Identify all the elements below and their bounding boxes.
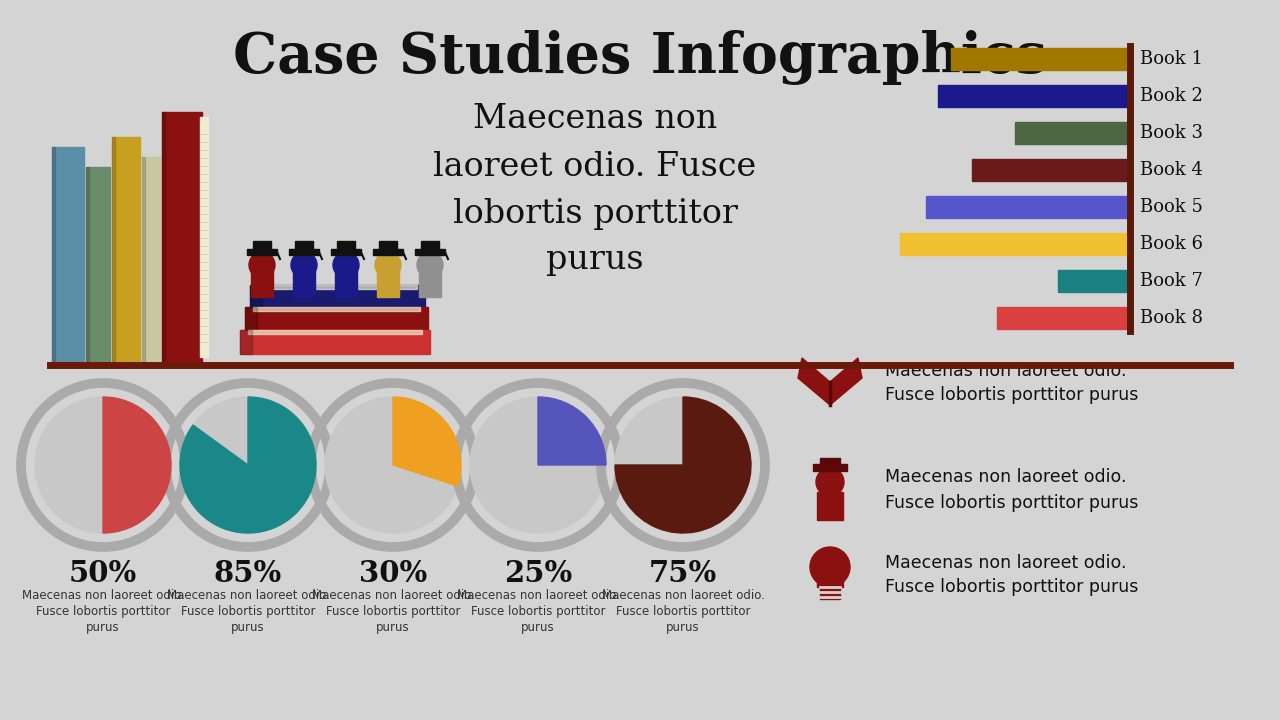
Bar: [1015, 122, 1130, 144]
Wedge shape: [180, 397, 316, 533]
Bar: [241, 330, 430, 354]
Bar: [332, 249, 361, 255]
Bar: [900, 233, 1130, 255]
Circle shape: [325, 397, 461, 533]
Bar: [820, 458, 840, 464]
Text: Maecenas non
laoreet odio. Fusce
lobortis porttitor
purus: Maecenas non laoreet odio. Fusce loborti…: [434, 104, 756, 276]
Text: Maecenas non laoreet odio.
Fusce lobortis porttitor purus: Maecenas non laoreet odio. Fusce loborti…: [884, 554, 1138, 596]
Circle shape: [614, 397, 751, 533]
Bar: [142, 157, 160, 362]
Bar: [163, 112, 165, 362]
Polygon shape: [829, 358, 861, 405]
Circle shape: [250, 252, 275, 278]
Bar: [813, 464, 847, 471]
Bar: [200, 117, 207, 357]
Bar: [113, 137, 140, 362]
Text: Book 4: Book 4: [1140, 161, 1203, 179]
Bar: [142, 157, 145, 362]
Text: Book 7: Book 7: [1140, 272, 1203, 290]
Bar: [1059, 270, 1130, 292]
Text: Maecenas non laoreet odio.
Fusce lobortis porttitor
purus: Maecenas non laoreet odio. Fusce loborti…: [22, 589, 184, 634]
Bar: [52, 147, 55, 362]
Bar: [820, 585, 840, 599]
Bar: [289, 249, 319, 255]
Bar: [379, 241, 397, 249]
Bar: [259, 285, 417, 289]
Bar: [972, 159, 1130, 181]
Bar: [251, 269, 273, 297]
Bar: [817, 565, 844, 587]
Text: Book 5: Book 5: [1140, 198, 1203, 216]
Circle shape: [35, 397, 172, 533]
Bar: [247, 249, 276, 255]
Bar: [250, 285, 262, 307]
Bar: [337, 241, 355, 249]
Wedge shape: [393, 397, 461, 486]
Bar: [925, 196, 1130, 218]
Text: Case Studies Infographics: Case Studies Infographics: [233, 30, 1047, 85]
Bar: [421, 241, 439, 249]
Bar: [244, 307, 428, 330]
Bar: [113, 137, 115, 362]
Bar: [248, 330, 422, 334]
Circle shape: [417, 252, 443, 278]
Wedge shape: [538, 397, 605, 465]
Bar: [52, 147, 84, 362]
Text: 75%: 75%: [649, 559, 717, 588]
Bar: [335, 269, 357, 297]
Text: Maecenas non laoreet odio.
Fusce lobortis porttitor
purus: Maecenas non laoreet odio. Fusce loborti…: [457, 589, 620, 634]
Text: 30%: 30%: [358, 559, 428, 588]
Text: Maecenas non laoreet odio.
Fusce lobortis porttitor purus: Maecenas non laoreet odio. Fusce loborti…: [884, 361, 1138, 405]
Circle shape: [375, 252, 401, 278]
Text: Book 6: Book 6: [1140, 235, 1203, 253]
Text: Maecenas non laoreet odio.
Fusce lobortis porttitor
purus: Maecenas non laoreet odio. Fusce loborti…: [311, 589, 475, 634]
Wedge shape: [614, 397, 751, 533]
Circle shape: [180, 397, 316, 533]
Bar: [293, 269, 315, 297]
Bar: [938, 85, 1130, 107]
Bar: [86, 167, 90, 362]
Circle shape: [470, 397, 605, 533]
Bar: [817, 492, 844, 520]
Circle shape: [817, 468, 844, 496]
Wedge shape: [102, 397, 172, 533]
Text: Book 2: Book 2: [1140, 87, 1203, 105]
Polygon shape: [797, 358, 829, 405]
Text: Book 8: Book 8: [1140, 309, 1203, 327]
Text: 50%: 50%: [69, 559, 137, 588]
Text: 85%: 85%: [214, 559, 282, 588]
Bar: [997, 307, 1130, 329]
Bar: [253, 241, 271, 249]
Text: Maecenas non laoreet odio.
Fusce lobortis porttitor purus: Maecenas non laoreet odio. Fusce loborti…: [884, 469, 1138, 511]
Bar: [241, 330, 252, 354]
Text: Maecenas non laoreet odio.
Fusce lobortis porttitor
purus: Maecenas non laoreet odio. Fusce loborti…: [602, 589, 764, 634]
Circle shape: [333, 252, 358, 278]
Text: Book 1: Book 1: [1140, 50, 1203, 68]
Circle shape: [810, 547, 850, 587]
Text: Maecenas non laoreet odio.
Fusce lobortis porttitor
purus: Maecenas non laoreet odio. Fusce loborti…: [166, 589, 329, 634]
Bar: [244, 307, 257, 330]
Bar: [415, 249, 445, 255]
Text: 25%: 25%: [504, 559, 572, 588]
Bar: [250, 285, 425, 307]
Circle shape: [291, 252, 317, 278]
Bar: [253, 307, 420, 311]
Bar: [378, 269, 399, 297]
Bar: [419, 269, 442, 297]
Bar: [372, 249, 403, 255]
Bar: [163, 112, 202, 362]
Bar: [294, 241, 314, 249]
Bar: [86, 167, 110, 362]
Text: Book 3: Book 3: [1140, 124, 1203, 142]
Bar: [951, 48, 1130, 70]
